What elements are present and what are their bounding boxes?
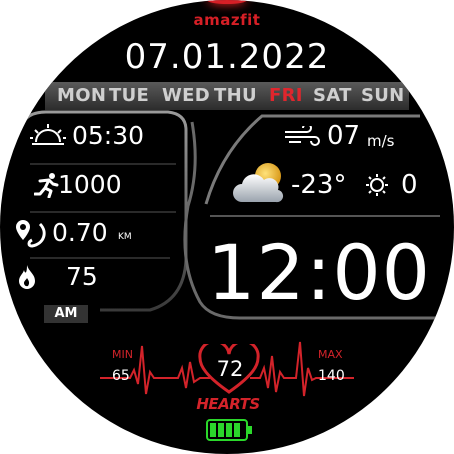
running-icon bbox=[34, 173, 59, 198]
distance-unit: KM bbox=[118, 232, 132, 242]
hr-min-value: 65 bbox=[112, 368, 130, 384]
brand-logo: amazfit bbox=[193, 11, 261, 29]
wind-value: 07 bbox=[327, 121, 361, 151]
uv-icon bbox=[366, 174, 388, 196]
weekday-tue: TUE bbox=[109, 85, 150, 106]
temperature-value: -23° bbox=[291, 170, 347, 200]
weekday-thu: THU bbox=[214, 85, 257, 106]
date-display: 07.01.2022 bbox=[124, 37, 330, 77]
sunrise-value: 05:30 bbox=[72, 121, 145, 150]
weekday-sun: SUN bbox=[361, 85, 405, 106]
battery-icon bbox=[206, 419, 252, 441]
hr-max-label: MAX bbox=[318, 348, 343, 361]
ampm-indicator: AM bbox=[44, 305, 88, 323]
wind-icon bbox=[285, 126, 320, 146]
sunrise-icon bbox=[30, 124, 66, 145]
hr-min-label: MIN bbox=[112, 348, 133, 361]
calories-value: 75 bbox=[66, 262, 98, 291]
weekday-wed: WED bbox=[162, 85, 210, 106]
weekday-mon: MON bbox=[57, 85, 107, 106]
heart-icon bbox=[198, 344, 260, 394]
uv-value: 0 bbox=[401, 170, 418, 200]
distance-icon bbox=[16, 220, 46, 248]
weekday-sat: SAT bbox=[313, 85, 352, 106]
weekday-fri: FRI bbox=[269, 85, 303, 106]
time-display: 12:00 bbox=[207, 228, 432, 317]
wind-unit: m/s bbox=[367, 132, 395, 150]
hr-current-value: 72 bbox=[216, 357, 244, 381]
top-glow bbox=[207, 0, 247, 4]
weather-cloud-sun-icon bbox=[233, 163, 284, 203]
distance-value: 0.70 bbox=[52, 218, 108, 247]
weekday-bar bbox=[45, 82, 409, 110]
hr-max-value: 140 bbox=[318, 368, 345, 384]
heart-rate-waveform bbox=[100, 341, 354, 397]
flame-icon bbox=[19, 265, 35, 289]
hearts-label: HEARTS bbox=[196, 395, 260, 413]
steps-value: 1000 bbox=[58, 170, 122, 199]
